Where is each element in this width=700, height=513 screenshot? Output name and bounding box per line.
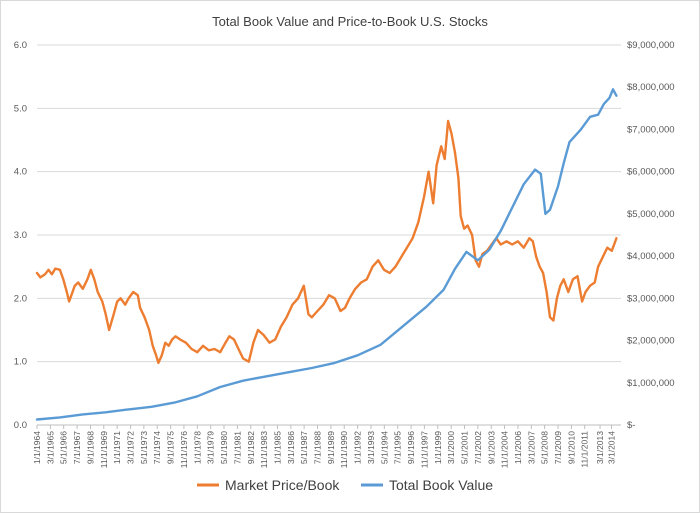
- x-tick-label: 3/1/2007: [526, 431, 536, 464]
- x-tick-label: 3/1/2013: [595, 431, 605, 464]
- x-tick-label: 11/1/2004: [500, 431, 510, 468]
- x-tick-label: 5/1/1980: [219, 431, 229, 464]
- x-tick-label: 1/1/1978: [192, 431, 202, 464]
- legend-label: Total Book Value: [389, 477, 493, 493]
- series-line-total-book-value: [35, 88, 618, 421]
- x-tick-label: 5/1/1973: [139, 431, 149, 464]
- y-right-tick-label: $4,000,000: [627, 251, 675, 262]
- y-right-tick-label: $7,000,000: [627, 124, 675, 135]
- x-tick-label: 9/1/1975: [166, 431, 176, 464]
- y-right-tick-label: $6,000,000: [627, 167, 675, 178]
- chart-title: Total Book Value and Price-to-Book U.S. …: [212, 14, 488, 29]
- series-line-market-price-book: [35, 119, 618, 365]
- y-right-tick-label: $-: [627, 420, 635, 431]
- series-layer: [35, 88, 618, 421]
- x-tick-label: 7/1/2002: [473, 431, 483, 464]
- x-tick-label: 3/1/1965: [45, 431, 55, 464]
- x-tick-label: 3/1/1972: [126, 431, 136, 464]
- x-tick-label: 3/1/2000: [446, 431, 456, 464]
- x-tick-label: 1/1/1964: [32, 431, 42, 464]
- x-tick-label: 1/1/1985: [272, 431, 282, 464]
- y-right-tick-label: $1,000,000: [627, 378, 675, 389]
- x-tick-label: 5/1/2001: [459, 431, 469, 464]
- x-tick-label: 3/1/2014: [606, 431, 616, 464]
- x-tick-label: 7/1/1974: [152, 431, 162, 464]
- legend-label: Market Price/Book: [225, 477, 340, 493]
- x-tick-label: 5/1/1966: [59, 431, 69, 464]
- x-tick-label: 7/1/2009: [553, 431, 563, 464]
- x-tick-label: 9/1/1968: [85, 431, 95, 464]
- x-tick-label: 1/1/1971: [112, 431, 122, 464]
- x-tick-label: 7/1/1988: [313, 431, 323, 464]
- y-left-tick-label: 6.0: [14, 40, 27, 51]
- x-tick-label: 9/1/2010: [566, 431, 576, 464]
- x-tick-label: 11/1/1976: [179, 431, 189, 468]
- x-tick-label: 11/1/1990: [339, 431, 349, 468]
- y-right-tick-label: $9,000,000: [627, 40, 675, 51]
- x-tick-label: 1/1/2006: [513, 431, 523, 464]
- x-tick-label: 7/1/1981: [232, 431, 242, 464]
- x-tick-label: 11/1/2011: [580, 431, 590, 468]
- grid-layer: [37, 44, 621, 363]
- legend: Market Price/Book Total Book Value: [197, 477, 493, 493]
- y-right-tick-label: $3,000,000: [627, 293, 675, 304]
- x-tick-label: 9/1/1996: [406, 431, 416, 464]
- x-tick-label: 7/1/1995: [393, 431, 403, 464]
- x-tick-label: 9/1/2003: [486, 431, 496, 464]
- y-left-tick-label: 4.0: [14, 167, 27, 178]
- x-tick-label: 9/1/1989: [326, 431, 336, 464]
- x-tick-label: 11/1/1983: [259, 431, 269, 468]
- y-right-tick-label: $5,000,000: [627, 209, 675, 220]
- y-left-tick-label: 5.0: [14, 103, 27, 114]
- y-left-tick-label: 3.0: [14, 230, 27, 241]
- y-left-tick-label: 0.0: [14, 420, 27, 431]
- y-left-tick-label: 2.0: [14, 293, 27, 304]
- x-tick-label: 9/1/1982: [246, 431, 256, 464]
- x-tick-label: 1/1/1999: [433, 431, 443, 464]
- y-right-tick-label: $2,000,000: [627, 336, 675, 347]
- x-tick-label: 11/1/1997: [419, 431, 429, 468]
- axes-layer: 0.0 1.0 2.0 3.0 4.0 5.0 6.0 $- $1,000,000 $2,000,…: [14, 40, 675, 468]
- y-left-tick-label: 1.0: [14, 357, 27, 368]
- y-right-tick-label: $8,000,000: [627, 82, 675, 93]
- x-tick-label: 7/1/1967: [72, 431, 82, 464]
- x-tick-label: 5/1/1994: [379, 431, 389, 464]
- x-tick-label: 5/1/1987: [299, 431, 309, 464]
- x-tick-label: 3/1/1986: [286, 431, 296, 464]
- x-tick-label: 3/1/1993: [366, 431, 376, 464]
- x-tick-label: 11/1/1969: [99, 431, 109, 468]
- x-tick-label: 1/1/1992: [353, 431, 363, 464]
- x-tick-label: 5/1/2008: [540, 431, 550, 464]
- x-tick-label: 3/1/1979: [206, 431, 216, 464]
